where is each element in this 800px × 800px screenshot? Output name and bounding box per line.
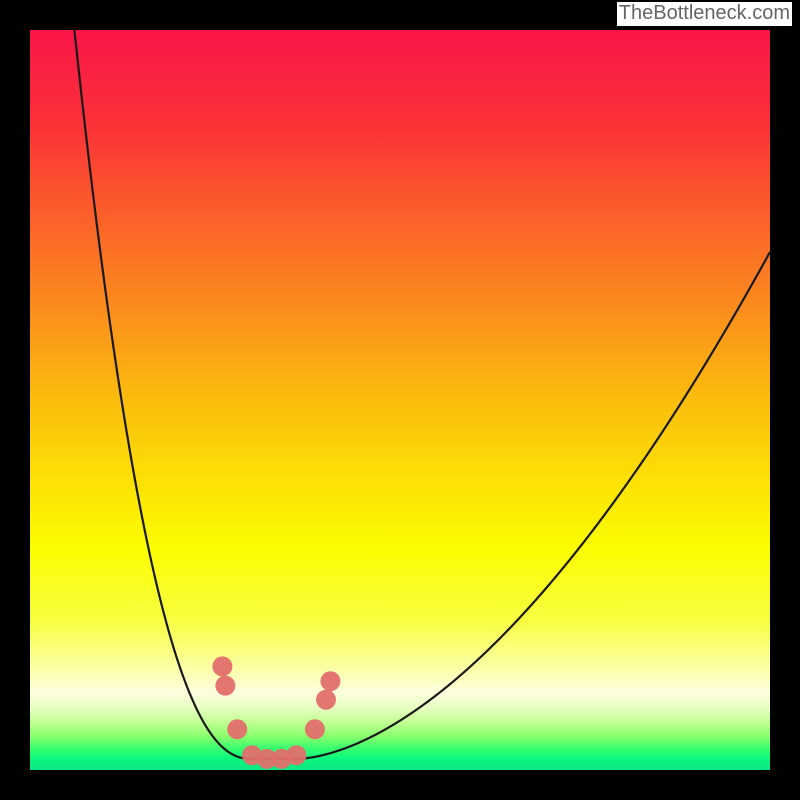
- bottleneck-chart: [0, 0, 800, 800]
- data-marker: [212, 656, 232, 676]
- watermark-label: TheBottleneck.com: [617, 2, 792, 26]
- data-marker: [305, 719, 325, 739]
- data-marker: [286, 745, 306, 765]
- plot-gradient-background: [30, 30, 770, 770]
- data-marker: [227, 719, 247, 739]
- data-marker: [215, 676, 235, 696]
- data-marker: [320, 671, 340, 691]
- data-marker: [316, 690, 336, 710]
- chart-container: TheBottleneck.com: [0, 0, 800, 800]
